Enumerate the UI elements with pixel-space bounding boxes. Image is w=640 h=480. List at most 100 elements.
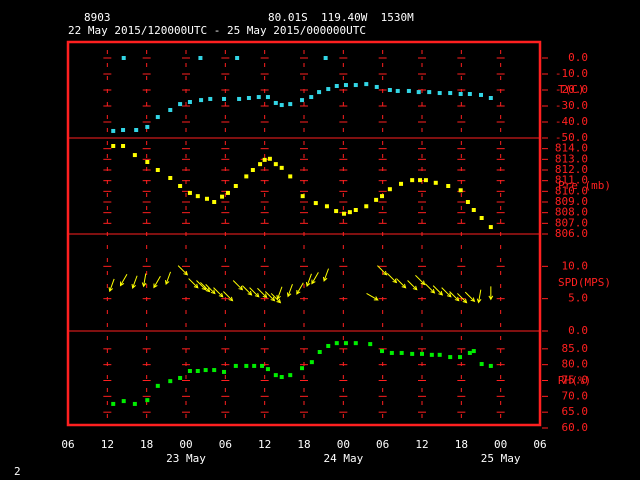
wind-arrow [276,286,283,300]
data-point [313,201,318,206]
wind-arrow [366,293,379,301]
x-tick-label: 06 [219,438,232,451]
data-point [471,208,476,212]
data-point [458,92,463,96]
x-tick-label: 18 [455,438,468,451]
data-point [121,144,126,148]
x-tick-label: 12 [101,438,114,451]
data-point [168,108,173,112]
data-point [222,369,227,374]
y-tick-label: 80.0 [562,358,589,371]
date-label: 25 May [481,452,521,465]
data-point [260,363,265,368]
y-tick-label: -10.0 [555,67,588,80]
data-point [288,373,293,378]
data-point [387,88,392,92]
data-point [437,352,442,357]
data-point [132,153,137,158]
data-point [204,196,209,201]
data-point [300,98,305,103]
data-point [448,91,453,96]
data-point [326,87,331,92]
x-tick-label: 00 [494,438,507,451]
wind-arrow [432,285,444,296]
data-point [273,162,278,167]
data-point [288,102,293,107]
data-point [334,209,339,214]
page-number: 2 [14,465,21,478]
data-point [256,95,261,100]
data-point [458,188,463,193]
wind-arrow [249,287,260,298]
data-point [279,165,284,170]
data-point [178,375,183,380]
data-point [145,160,150,164]
data-point [334,84,339,88]
x-tick-label: 06 [533,438,546,451]
y-tick-label: 806.0 [555,227,588,240]
data-point [324,204,329,209]
series-label: SPD(MPS) [558,276,611,289]
data-point [458,355,463,360]
wind-arrow [164,271,171,286]
data-point [279,103,284,108]
data-point [418,178,423,183]
data-point [353,208,358,212]
data-point [347,210,352,215]
wind-arrow [196,280,207,291]
data-point [198,56,203,60]
data-point [187,369,192,373]
data-point [309,360,314,365]
x-tick-label: 06 [376,438,389,451]
wind-arrow [119,274,128,287]
station-location: 80.01S 119.40W 1530M [268,11,414,24]
data-point [380,194,385,199]
data-point [399,181,404,186]
wind-arrow [488,286,494,301]
wind-arrow [449,291,460,302]
data-point [187,100,192,104]
data-point [233,184,238,188]
data-point [244,174,249,179]
wind-arrow [441,287,452,298]
data-point [246,96,251,100]
data-point [395,88,400,93]
x-tick-label: 18 [140,438,153,451]
data-point [265,95,270,100]
data-point [212,368,217,373]
data-point [406,88,411,93]
data-point [262,157,267,162]
data-point [374,84,379,89]
data-point [273,100,278,105]
data-point [300,366,305,371]
wind-arrow [264,291,276,302]
data-point [235,56,240,60]
date-label: 23 May [166,452,206,465]
data-point [225,190,230,195]
data-point [212,200,217,204]
wind-arrow [386,273,398,284]
y-tick-label: -50.0 [555,131,588,144]
data-point [111,401,116,406]
data-point [145,398,150,403]
y-tick-label: 75.0 [562,374,589,387]
data-point [237,96,242,101]
data-point [353,341,358,346]
data-point [244,363,249,368]
wind-arrow [153,275,161,289]
data-point [471,349,476,354]
wind-arrow [177,265,189,276]
data-point [467,92,472,96]
wind-arrow [322,268,329,282]
wind-arrow [232,280,244,291]
data-point [387,187,392,192]
data-point [267,156,272,161]
wind-arrow [213,287,224,298]
data-point [258,162,263,167]
data-point [168,379,173,384]
y-tick-label: 807.0 [555,216,588,229]
y-tick-label: 812.0 [555,163,588,176]
y-tick-label: 808.0 [555,206,588,219]
y-tick-label: 814.0 [555,142,588,155]
data-point [309,95,314,100]
